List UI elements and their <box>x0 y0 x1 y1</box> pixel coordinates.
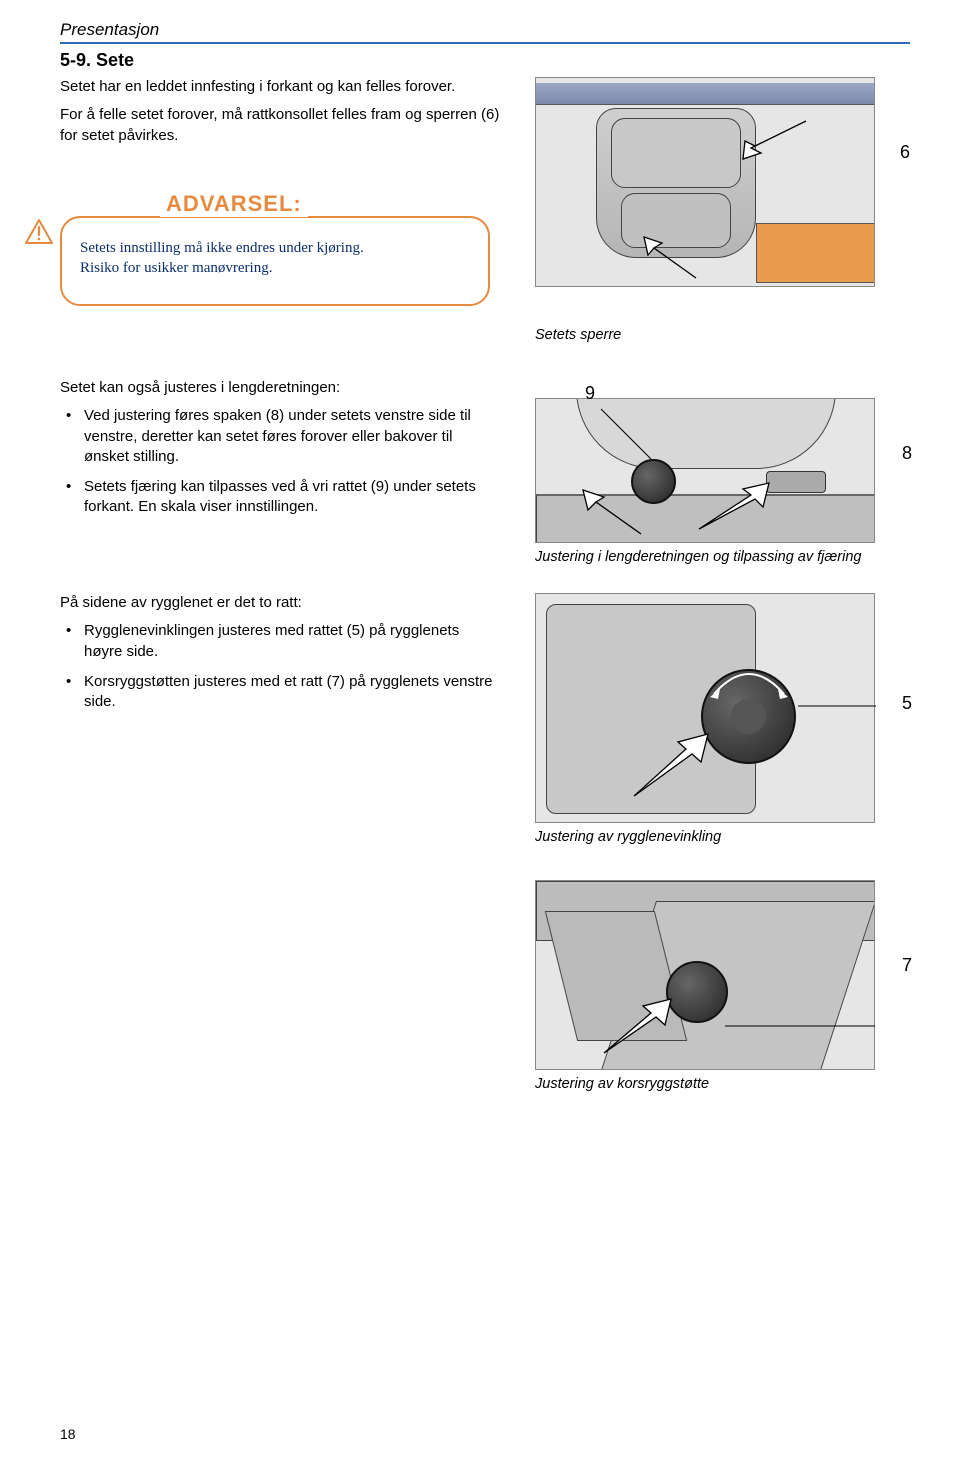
figure-2-caption: Justering i lengderetningen og tilpassin… <box>535 549 910 565</box>
warning-box: ADVARSEL: Setets innstilling må ikke end… <box>60 191 490 307</box>
sec3-bullets: Rygglenevinklingen justeres med rattet (… <box>60 621 500 712</box>
warning-body: Setets innstilling må ikke endres under … <box>60 216 490 307</box>
sec2-bullets: Ved justering føres spaken (8) under set… <box>60 406 500 517</box>
callout-5: 5 <box>902 693 912 714</box>
figure-length-spring <box>535 398 875 543</box>
figure-lumbar <box>535 880 875 1070</box>
section-title: 5-9. Sete <box>60 50 910 71</box>
section-name: Sete <box>96 50 134 70</box>
sec3-lead: På sidene av rygglenet er det to ratt: <box>60 593 500 613</box>
figure-seat-lock <box>535 77 875 287</box>
intro-p2: For å felle setet forover, må rattkonsol… <box>60 105 500 146</box>
chapter-label: Presentasjon <box>60 20 910 40</box>
section-number: 5-9. <box>60 50 91 70</box>
block-2-figure: 9 8 Justering i lengderetningen og tilpa… <box>530 378 910 565</box>
figure-1-caption: Setets sperre <box>535 327 910 343</box>
intro-p1: Setet har en leddet innfesting i forkant… <box>60 77 500 97</box>
warning-line-2: Risiko for usikker manøvrering. <box>80 258 470 278</box>
figure-backrest-angle <box>535 593 875 823</box>
page-number: 18 <box>60 1426 76 1442</box>
callout-9: 9 <box>585 383 595 404</box>
block-1-figure: 6 Setets sperre <box>530 77 910 343</box>
block-1-text: Setet har en leddet innfesting i forkant… <box>60 77 500 343</box>
warning-line-1: Setets innstilling må ikke endres under … <box>80 238 470 258</box>
block-3-text: På sidene av rygglenet er det to ratt: R… <box>60 593 500 1092</box>
block-3: På sidene av rygglenet er det to ratt: R… <box>60 593 910 1092</box>
header-rule <box>60 42 910 44</box>
block-1: Setet har en leddet innfesting i forkant… <box>60 77 910 343</box>
sec2-b1: Ved justering føres spaken (8) under set… <box>60 406 500 467</box>
callout-8: 8 <box>902 443 912 464</box>
sec2-b2: Setets fjæring kan tilpasses ved å vri r… <box>60 477 500 518</box>
block-3-figures: 5 Justering av rygglenevinkling 7 Juster… <box>530 593 910 1092</box>
sec3-b2: Korsryggstøtten justeres med et ratt (7)… <box>60 672 500 713</box>
sec3-b1: Rygglenevinklingen justeres med rattet (… <box>60 621 500 662</box>
figure-3-caption: Justering av rygglenevinkling <box>535 829 910 845</box>
block-2: Setet kan også justeres i lengderetninge… <box>60 378 910 565</box>
block-2-text: Setet kan også justeres i lengderetninge… <box>60 378 500 565</box>
warning-label: ADVARSEL: <box>160 191 308 217</box>
callout-6: 6 <box>900 142 910 163</box>
sec2-lead: Setet kan også justeres i lengderetninge… <box>60 378 500 398</box>
warning-triangle-icon <box>25 219 53 245</box>
figure-4-caption: Justering av korsryggstøtte <box>535 1076 910 1092</box>
callout-7: 7 <box>902 955 912 976</box>
